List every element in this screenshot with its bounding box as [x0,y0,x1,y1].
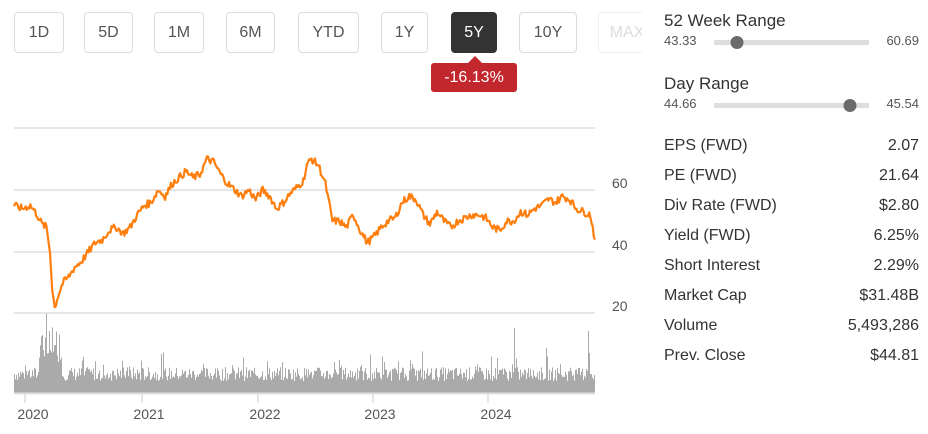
stat-label: Volume [664,317,718,334]
stat-row: Div Rate (FWD) $2.80 [664,197,919,227]
day-high: 45.54 [886,96,919,111]
range-button-10y[interactable]: 10Y [519,12,577,53]
stat-value: $44.81 [870,347,919,364]
range-button-1d[interactable]: 1D [14,12,64,53]
stat-list: EPS (FWD) 2.07 PE (FWD) 21.64 Div Rate (FWD)… [664,137,919,377]
stat-value: $2.80 [878,197,919,214]
range-button-5d[interactable]: 5D [84,12,133,53]
stat-label: PE (FWD) [664,167,737,184]
y-tick-60: 60 [612,175,628,191]
stat-row: Yield (FWD) 6.25% [664,227,919,257]
stat-row: Market Cap $31.48B [664,287,919,317]
week52-high: 60.69 [886,33,919,48]
x-tick-2020: 2020 [17,406,49,422]
week52-current-marker [730,36,744,49]
stat-row: Short Interest 2.29% [664,257,919,287]
stat-row: Volume 5,493,286 [664,317,919,347]
period-change-badge: -16.13% [431,56,517,92]
day-range-title: Day Range [664,74,750,93]
stat-row: Prev. Close $44.81 [664,347,919,377]
price-chart[interactable]: 60 40 20 2020 2021 2022 2023 2024 [0,120,650,434]
stat-label: Div Rate (FWD) [664,197,777,214]
range-button-max[interactable]: MAX [598,12,642,53]
period-change-value: -16.13% [444,68,504,86]
y-tick-40: 40 [612,237,628,253]
range-button-6m[interactable]: 6M [226,12,275,53]
stat-label: Yield (FWD) [664,227,751,244]
stat-label: EPS (FWD) [664,137,748,154]
range-button-ytd[interactable]: YTD [298,12,359,53]
y-tick-20: 20 [612,298,628,314]
week52-low: 43.33 [664,33,697,48]
stat-row: PE (FWD) 21.64 [664,167,919,197]
x-tick-2023: 2023 [364,406,396,422]
stat-row: EPS (FWD) 2.07 [664,137,919,167]
stat-value: 6.25% [873,227,919,244]
x-tick-2024: 2024 [480,406,512,422]
time-range-selector: 1D 5D 1M 6M YTD 1Y 5Y 10Y MAX [14,12,642,54]
day-range: Day Range 44.66 45.54 [664,74,919,114]
stat-value: 2.29% [873,257,919,274]
price-volume-plot[interactable] [0,120,650,434]
stat-value: $31.48B [859,287,919,304]
stat-value: 5,493,286 [847,317,919,334]
stat-label: Market Cap [664,287,747,304]
x-tick-2021: 2021 [133,406,165,422]
range-button-1m[interactable]: 1M [154,12,204,53]
volume-bars [14,313,595,393]
range-button-1y[interactable]: 1Y [381,12,428,53]
stat-value: 2.07 [887,137,919,154]
range-button-5y[interactable]: 5Y [451,12,497,53]
week52-range: 52 Week Range 43.33 60.69 [664,11,919,51]
week52-range-bar [714,36,869,49]
day-low: 44.66 [664,96,697,111]
x-tick-2022: 2022 [249,406,281,422]
day-range-bar [714,99,869,112]
stat-value: 21.64 [878,167,919,184]
day-current-marker [843,99,857,112]
price-line [12,155,597,309]
stat-label: Short Interest [664,257,761,274]
week52-range-title: 52 Week Range [664,11,786,30]
stat-label: Prev. Close [664,347,746,364]
